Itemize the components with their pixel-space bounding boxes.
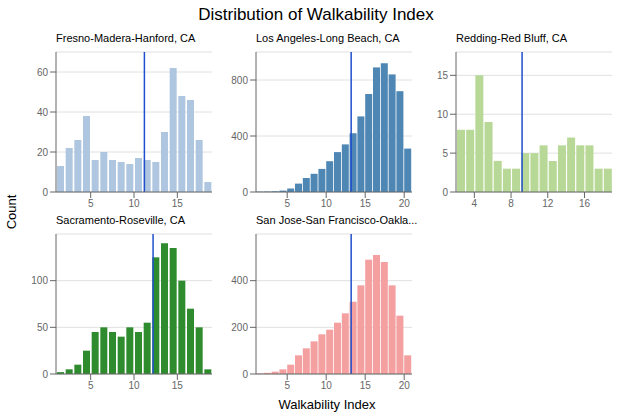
svg-text:0: 0	[42, 187, 48, 198]
svg-text:40: 40	[37, 107, 49, 118]
svg-text:20: 20	[37, 147, 49, 158]
html-text:Walkability Index: Walkability Index	[278, 397, 376, 412]
svg-text:16: 16	[579, 198, 591, 209]
svg-text:15: 15	[437, 70, 449, 81]
svg-text:0: 0	[442, 187, 448, 198]
svg-text:60: 60	[37, 67, 49, 78]
html-text:Distribution of Walkability In: Distribution of Walkability Index	[198, 5, 434, 24]
svg-text:15: 15	[360, 380, 372, 391]
svg-text:0: 0	[242, 369, 248, 380]
svg-text:10: 10	[128, 198, 140, 209]
svg-text:100: 100	[31, 275, 48, 286]
svg-text:10: 10	[128, 380, 140, 391]
svg-text:5: 5	[88, 380, 94, 391]
svg-text:10: 10	[437, 109, 449, 120]
svg-text:200: 200	[231, 322, 248, 333]
svg-text:0: 0	[242, 187, 248, 198]
svg-text:4: 4	[472, 198, 478, 209]
svg-text:10: 10	[321, 380, 333, 391]
svg-text:5: 5	[88, 198, 94, 209]
svg-text:0: 0	[42, 369, 48, 380]
svg-text:50: 50	[37, 322, 49, 333]
html-text:Fresno-Madera-Hanford, CA: Fresno-Madera-Hanford, CA	[56, 32, 196, 44]
svg-text:400: 400	[231, 275, 248, 286]
html-text:Redding-Red Bluff, CA: Redding-Red Bluff, CA	[456, 32, 568, 44]
svg-text:15: 15	[172, 380, 184, 391]
html-text:San Jose-San Francisco-Oakla..: San Jose-San Francisco-Oakla...	[256, 214, 418, 226]
svg-text:10: 10	[321, 198, 333, 209]
svg-text:20: 20	[399, 380, 411, 391]
svg-text:15: 15	[172, 198, 184, 209]
html-text:Sacramento-Roseville, CA: Sacramento-Roseville, CA	[56, 214, 185, 226]
svg-text:5: 5	[284, 198, 290, 209]
svg-text:15: 15	[360, 198, 372, 209]
svg-text:5: 5	[442, 148, 448, 159]
svg-text:400: 400	[231, 131, 248, 142]
svg-text:5: 5	[284, 380, 290, 391]
svg-text:12: 12	[542, 198, 554, 209]
html-text:Count: Count	[3, 194, 19, 230]
svg-text:8: 8	[508, 198, 514, 209]
svg-text:20: 20	[399, 198, 411, 209]
svg-text:800: 800	[231, 75, 248, 86]
html-text:Los Angeles-Long Beach, CA: Los Angeles-Long Beach, CA	[256, 32, 400, 44]
